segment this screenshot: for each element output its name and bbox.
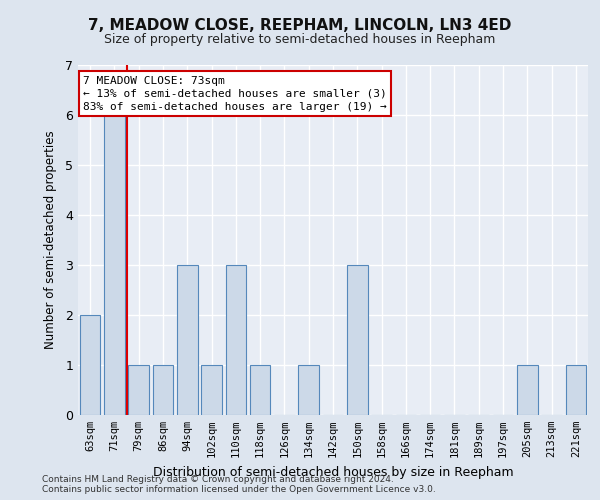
Text: Contains public sector information licensed under the Open Government Licence v3: Contains public sector information licen…: [42, 485, 436, 494]
X-axis label: Distribution of semi-detached houses by size in Reepham: Distribution of semi-detached houses by …: [152, 466, 514, 478]
Bar: [152, 365, 173, 415]
Text: 7 MEADOW CLOSE: 73sqm
← 13% of semi-detached houses are smaller (3)
83% of semi-: 7 MEADOW CLOSE: 73sqm ← 13% of semi-deta…: [83, 76, 387, 112]
Bar: [298, 365, 319, 415]
Bar: [201, 365, 222, 415]
Bar: [517, 365, 538, 415]
Bar: [104, 115, 125, 415]
Text: Contains HM Land Registry data © Crown copyright and database right 2024.: Contains HM Land Registry data © Crown c…: [42, 475, 394, 484]
Text: Size of property relative to semi-detached houses in Reepham: Size of property relative to semi-detach…: [104, 32, 496, 46]
Bar: [347, 265, 368, 415]
Y-axis label: Number of semi-detached properties: Number of semi-detached properties: [44, 130, 57, 350]
Bar: [128, 365, 149, 415]
Text: 7, MEADOW CLOSE, REEPHAM, LINCOLN, LN3 4ED: 7, MEADOW CLOSE, REEPHAM, LINCOLN, LN3 4…: [88, 18, 512, 32]
Bar: [566, 365, 586, 415]
Bar: [250, 365, 271, 415]
Bar: [80, 315, 100, 415]
Bar: [226, 265, 246, 415]
Bar: [177, 265, 197, 415]
